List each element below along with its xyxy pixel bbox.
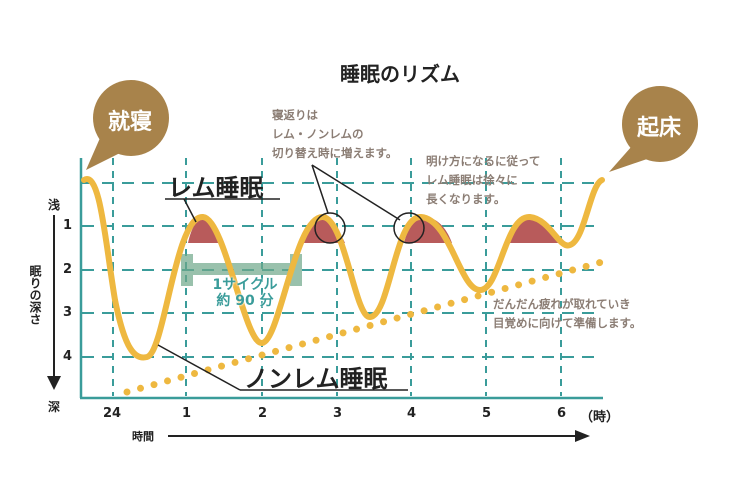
nonrem-label: ノンレム睡眠 bbox=[244, 365, 388, 393]
x-tick: 4 bbox=[407, 406, 417, 421]
x-tick: 2 bbox=[258, 406, 268, 421]
rem-label: レム睡眠 bbox=[168, 174, 264, 202]
y-tick: 2 bbox=[63, 262, 73, 277]
y-deep-label: 深 bbox=[48, 400, 61, 414]
bedtime-bubble bbox=[86, 80, 169, 170]
note-line: 明け方になるに従って bbox=[426, 154, 541, 168]
x-tick: 1 bbox=[182, 406, 192, 421]
rem-fills bbox=[188, 217, 558, 243]
note-line: 切り替え時に増えます。 bbox=[272, 146, 398, 160]
y-tick: 1 bbox=[63, 218, 73, 233]
note-line: 寝返りは bbox=[272, 108, 318, 122]
axes bbox=[79, 158, 603, 400]
cycle-bar bbox=[181, 254, 302, 286]
recovery-note: だんだん疲れが取れていき 目覚めに向けて準備します。 bbox=[493, 295, 641, 333]
x-tick: 6 bbox=[557, 406, 567, 421]
page-title: 睡眠のリズム bbox=[340, 62, 460, 86]
depth-arrow bbox=[47, 215, 61, 390]
note-line: レム睡眠は徐々に bbox=[426, 173, 518, 187]
recovery-trend-line bbox=[123, 258, 606, 396]
cycle-label: 1サイクル 約 90 分 bbox=[195, 277, 295, 309]
note-line: レム・ノンレムの bbox=[272, 127, 364, 141]
wakeup-label: 起床 bbox=[637, 116, 682, 141]
pointer-lines bbox=[157, 164, 425, 391]
x-tick: 3 bbox=[333, 406, 343, 421]
sleep-depth-curve bbox=[81, 176, 605, 361]
note-line: 長くなります。 bbox=[426, 192, 506, 206]
y-axis-title: 眠りの深さ bbox=[28, 265, 42, 325]
x-unit: （時） bbox=[580, 410, 620, 425]
wakeup-bubble bbox=[609, 86, 698, 172]
turning-note: 寝返りは レム・ノンレムの 切り替え時に増えます。 bbox=[272, 106, 397, 163]
y-shallow-label: 浅 bbox=[48, 198, 61, 212]
y-tick: 3 bbox=[63, 305, 73, 320]
note-line: 目覚めに向けて準備します。 bbox=[493, 316, 642, 330]
dawn-note: 明け方になるに従って レム睡眠は徐々に 長くなります。 bbox=[426, 152, 540, 209]
x-tick: 5 bbox=[482, 406, 492, 421]
y-tick: 4 bbox=[63, 349, 73, 364]
note-line: だんだん疲れが取れていき bbox=[493, 297, 631, 311]
x-tick: 24 bbox=[103, 406, 122, 421]
cycle-line2: 約 90 分 bbox=[216, 293, 274, 309]
cycle-line1: 1サイクル bbox=[212, 277, 278, 293]
x-axis-title: 時間 bbox=[132, 430, 154, 443]
time-arrow bbox=[168, 430, 590, 442]
bedtime-label: 就寝 bbox=[108, 110, 153, 135]
